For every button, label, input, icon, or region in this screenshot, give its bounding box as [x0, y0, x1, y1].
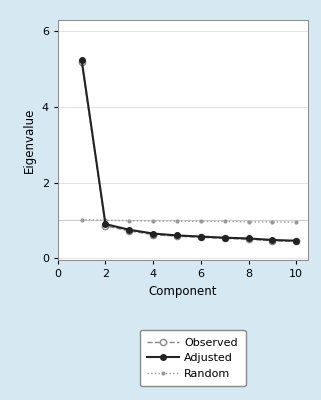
X-axis label: Component: Component [149, 284, 217, 298]
Legend: Observed, Adjusted, Random: Observed, Adjusted, Random [140, 330, 246, 386]
Y-axis label: Eigenvalue: Eigenvalue [23, 107, 36, 173]
